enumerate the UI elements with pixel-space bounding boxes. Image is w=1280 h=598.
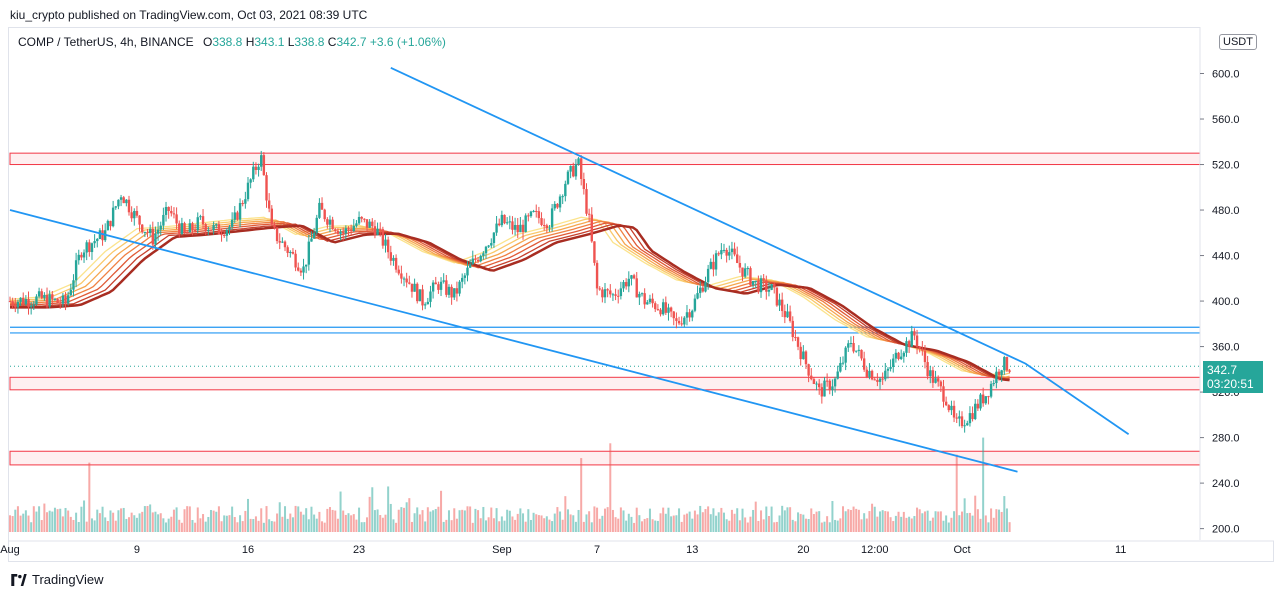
symbol-label[interactable]: COMP / TetherUS, 4h, BINANCE [18,35,194,49]
ohlc-legend: COMP / TetherUS, 4h, BINANCE O338.8 H343… [18,35,446,49]
open-value: 338.8 [212,35,243,49]
tradingview-logo-icon [11,573,27,586]
low-value: 338.8 [294,35,325,49]
brand-name: TradingView [32,572,104,587]
high-value: 343.1 [254,35,285,49]
last-price: 342.7 [1207,363,1238,377]
chart-frame [8,27,1274,562]
last-price-tag: 342.7 03:20:51 [1203,361,1263,393]
low-label: L [287,35,295,49]
close-value: 342.7 [336,35,367,49]
bar-countdown: 03:20:51 [1207,377,1254,391]
close-label: C [327,35,337,49]
currency-selector[interactable]: USDT [1219,34,1257,50]
high-label: H [245,35,255,49]
change-value: +3.6 (+1.06%) [369,35,446,49]
open-label: O [202,35,213,49]
footer-brand[interactable]: TradingView [10,572,104,587]
publish-line: kiu_crypto published on TradingView.com,… [10,8,368,22]
